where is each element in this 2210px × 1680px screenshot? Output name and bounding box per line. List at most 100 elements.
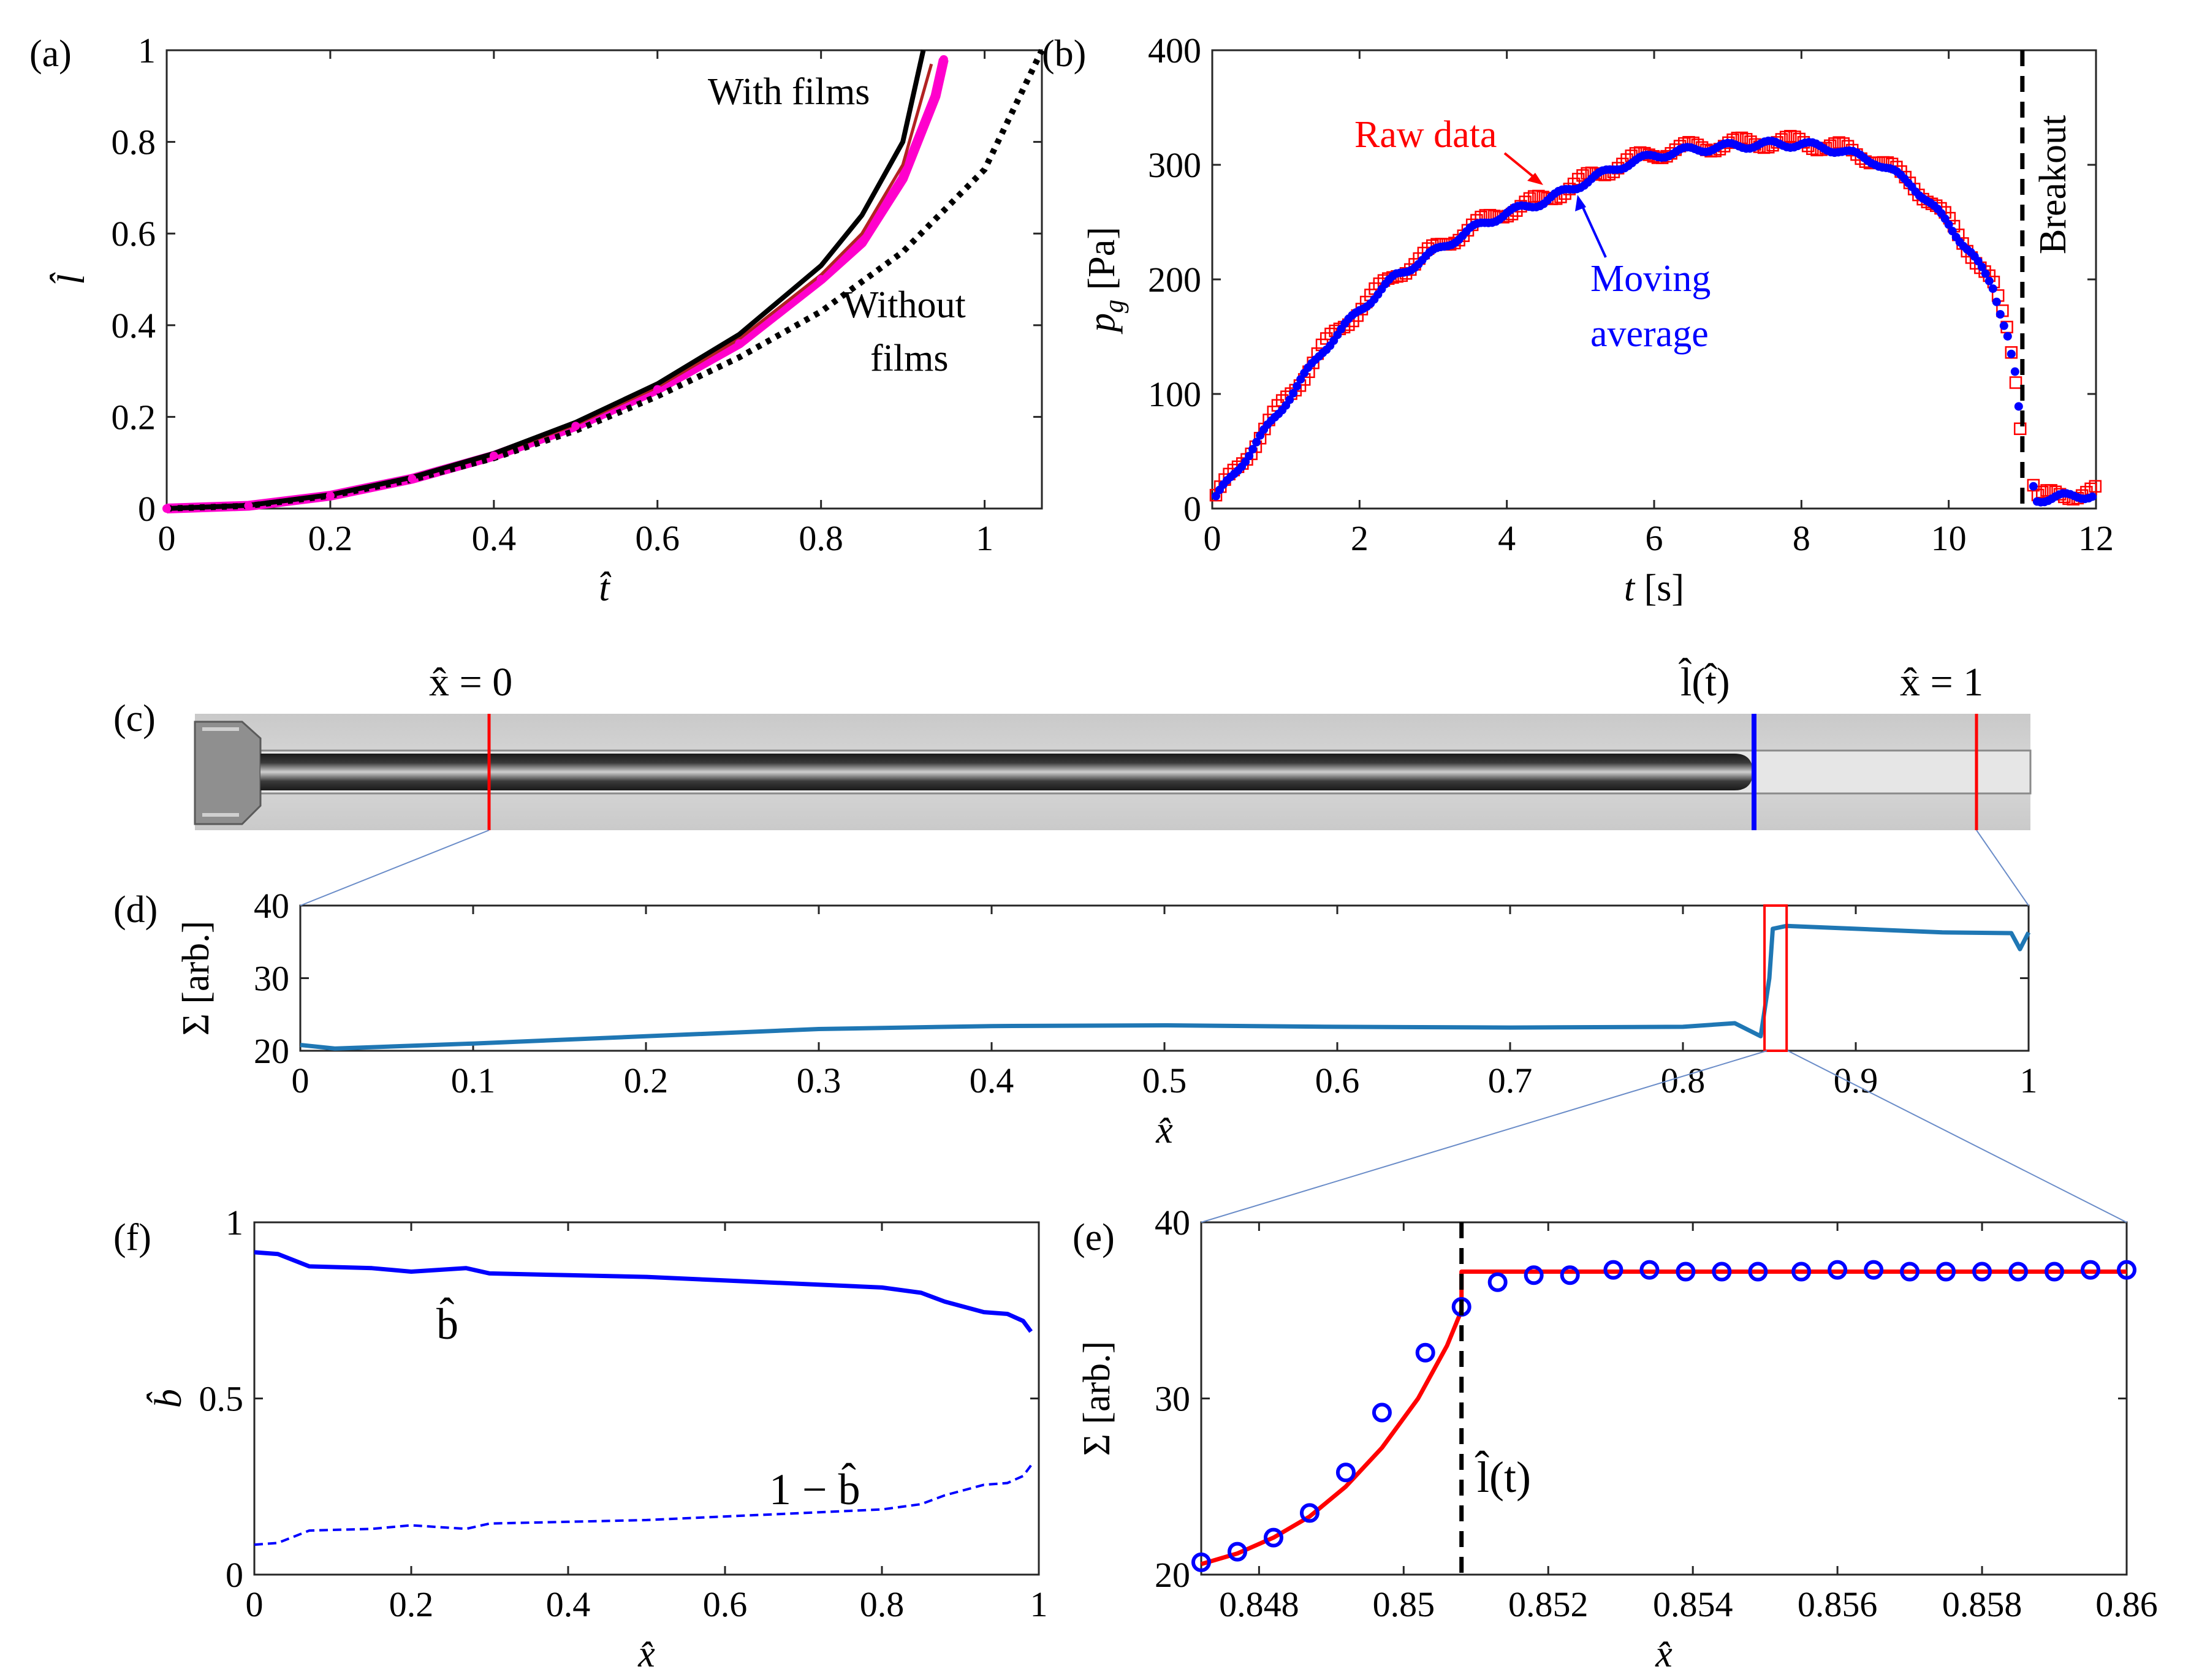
chart-e: 0.848 0.85 0.852 0.854 0.856 0.858 0.86 20 30 40 x… xyxy=(1076,1203,2158,1675)
e-ylabel: Σ [arb.] xyxy=(1076,1341,1118,1456)
e-data-marker xyxy=(1603,1260,1623,1280)
annotation-b-hat: b̂ xyxy=(436,1298,458,1349)
panel-label-a: (a) xyxy=(29,33,72,75)
b-xlabel: t [s] xyxy=(1624,567,1684,609)
e-xtick-label: 0.858 xyxy=(1942,1584,2022,1624)
f-xtick-label: 0 xyxy=(246,1584,264,1624)
f-series-one-minus-b xyxy=(254,1464,1032,1546)
a-magenta-marker xyxy=(857,238,867,248)
f-xtick-label: 0.8 xyxy=(860,1584,905,1624)
b-avg-marker xyxy=(2014,402,2023,411)
f-ytick-label: 0 xyxy=(226,1555,243,1595)
f-xtick-label: 0.2 xyxy=(389,1584,434,1624)
a-magenta-marker xyxy=(653,385,662,394)
b-avg-marker xyxy=(2087,492,2097,501)
e-data-marker xyxy=(2008,1262,2029,1282)
b-ytick-label: 400 xyxy=(1148,31,1201,70)
b-xlabel-unit: [s] xyxy=(1644,567,1684,609)
b-xtick-label: 6 xyxy=(1646,518,1663,558)
a-ytick-label: 0.8 xyxy=(112,123,156,162)
annotation-without: Without xyxy=(843,284,966,326)
panel-label-c: (c) xyxy=(113,698,156,740)
d-series-sigma xyxy=(300,923,2031,1051)
e-data-marker xyxy=(1972,1262,1992,1282)
a-magenta-marker xyxy=(408,474,417,483)
moving-average-arrow xyxy=(1579,200,1607,258)
b-avg-marker xyxy=(1245,452,1254,461)
moving-average-arrowhead xyxy=(1575,195,1586,211)
annotation-breakout: Breakout xyxy=(2032,115,2074,254)
e-data-marker xyxy=(1791,1262,1812,1282)
b-xtick-label: 4 xyxy=(1498,518,1516,558)
e-xtick-label: 0.85 xyxy=(1373,1584,1435,1624)
b-avg-marker xyxy=(1995,310,2005,319)
b-avg-marker xyxy=(2007,349,2016,358)
a-ytick-label: 0.2 xyxy=(112,397,156,437)
b-avg-marker xyxy=(1977,262,1986,271)
b-xtick-label: 0 xyxy=(1204,518,1221,558)
e-data-marker xyxy=(1748,1262,1768,1282)
b-avg-marker xyxy=(2003,331,2012,341)
e-data-marker xyxy=(1828,1260,1848,1280)
e-data-marker xyxy=(2081,1260,2101,1280)
b-raw-marker xyxy=(1576,169,1589,182)
e-xtick-label: 0.848 xyxy=(1219,1584,1299,1624)
annotation-moving: Moving xyxy=(1590,258,1711,300)
f-series-b xyxy=(254,1250,1033,1333)
d-xtick-label: 1 xyxy=(2020,1061,2038,1100)
e-data-marker xyxy=(1936,1262,1956,1282)
a-ytick-label: 1 xyxy=(138,31,156,70)
zoom-line-d-e-left xyxy=(1201,1050,1768,1223)
a-xlabel: t̂ xyxy=(599,567,612,609)
a-xtick-label: 0.8 xyxy=(799,518,843,558)
b-ylabel-sub: g xyxy=(1099,300,1129,313)
chart-f: 0 0.2 0.4 0.6 0.8 1 0 0.5 1 x̂ b̂ xyxy=(147,1203,1048,1675)
b-avg-marker xyxy=(1992,297,2001,306)
a-series-with-films xyxy=(166,50,926,511)
d-xtick-label: 0 xyxy=(292,1061,309,1100)
label-x1: x̂ = 1 xyxy=(1900,660,1983,705)
a-xtick-label: 0 xyxy=(158,518,176,558)
d-ytick-label: 30 xyxy=(254,959,289,999)
annotation-one-minus-b: 1 − b̂ xyxy=(769,1463,860,1514)
d-xtick-label: 0.5 xyxy=(1142,1061,1187,1100)
e-data-marker xyxy=(1900,1262,1920,1282)
b-xtick-label: 8 xyxy=(1793,518,1810,558)
a-magenta-marker xyxy=(489,451,498,460)
d-xlabel: x̂ xyxy=(1155,1110,1173,1151)
b-avg-marker xyxy=(1981,269,1990,278)
e-data-marker xyxy=(2045,1262,2065,1282)
b-avg-marker xyxy=(1988,284,1997,293)
a-xtick-label: 0.4 xyxy=(472,518,517,558)
a-xtick-label: 0.2 xyxy=(308,518,353,558)
e-xtick-label: 0.856 xyxy=(1798,1584,1878,1624)
b-ytick-label: 300 xyxy=(1148,145,1201,185)
b-xlabel-var: t xyxy=(1624,567,1644,609)
b-avg-marker xyxy=(1212,491,1221,501)
zoom-line-d-e-right xyxy=(1787,1050,2127,1223)
b-ytick-label: 0 xyxy=(1183,489,1201,529)
b-avg-marker xyxy=(1296,375,1305,384)
f-xtick-label: 0.6 xyxy=(703,1584,748,1624)
b-avg-marker xyxy=(2029,482,2038,491)
d-ytick-label: 40 xyxy=(254,886,289,926)
e-fit-line xyxy=(1201,1269,2127,1567)
e-xtick-label: 0.86 xyxy=(2095,1584,2158,1624)
chart-b: 0 2 4 6 8 10 12 0 100 200 300 400 t [s] pg [Pa] xyxy=(1081,31,2114,609)
a-series-magenta xyxy=(166,58,949,513)
b-avg-marker xyxy=(1252,437,1261,447)
a-magenta-marker xyxy=(162,504,171,513)
a-ytick-label: 0 xyxy=(138,489,156,529)
b-xtick-label: 10 xyxy=(1931,518,1967,558)
a-magenta-marker xyxy=(244,501,253,510)
a-magenta-marker xyxy=(939,55,948,64)
b-xtick-label: 12 xyxy=(2078,518,2114,558)
a-ytick-label: 0.4 xyxy=(112,306,156,346)
b-avg-marker xyxy=(2010,367,2019,376)
nozzle xyxy=(194,721,262,825)
b-avg-marker xyxy=(1289,388,1298,398)
b-raw-marker xyxy=(2027,479,2040,492)
b-avg-marker xyxy=(1293,382,1302,391)
